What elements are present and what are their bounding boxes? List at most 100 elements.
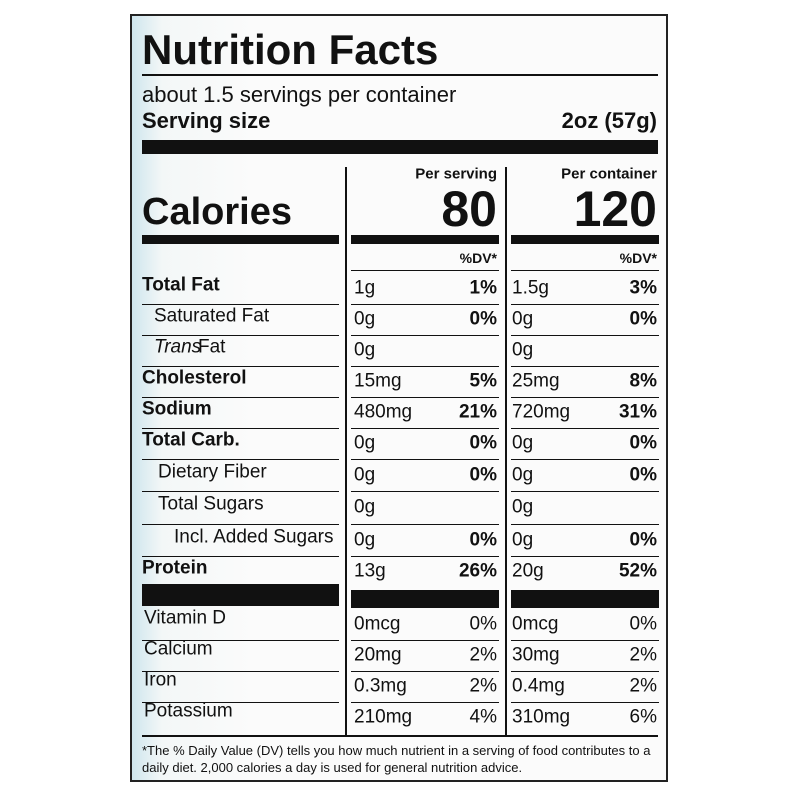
nutrient-label-prefix: Trans	[154, 336, 202, 358]
daily-value: 8%	[629, 370, 657, 392]
daily-value: 0%	[469, 529, 497, 551]
amount: 0g	[512, 432, 534, 454]
rule	[351, 555, 499, 557]
nutrition-label: Nutrition Facts about 1.5 servings per co…	[130, 14, 668, 782]
rule	[511, 270, 659, 271]
nutrient-label: Incl. Added Sugars	[174, 526, 334, 548]
rule	[351, 334, 499, 336]
dv-heading: %DV*	[459, 250, 497, 266]
rule	[351, 270, 499, 271]
rule	[511, 459, 659, 460]
footnote: *The % Daily Value (DV) tells you how mu…	[142, 743, 651, 775]
amount: 0mcg	[512, 613, 559, 635]
nutrient-label: Cholesterol	[142, 367, 247, 389]
calories-rule	[142, 235, 339, 244]
amount: 0g	[354, 529, 376, 551]
rule	[351, 396, 499, 398]
daily-value: 0%	[629, 432, 657, 454]
daily-value: 0%	[629, 613, 657, 635]
calories-value: 80	[441, 181, 497, 237]
amount: 0g	[512, 529, 534, 551]
rule	[142, 427, 339, 429]
rule	[351, 670, 499, 672]
daily-value: 0%	[469, 308, 497, 330]
thick-rule	[511, 590, 659, 608]
rule	[511, 701, 659, 703]
column-heading: Per container	[561, 165, 657, 183]
daily-value: 26%	[458, 560, 497, 582]
nutrient-label: Fat	[198, 336, 226, 358]
nutrient-label: Total Carb.	[142, 429, 240, 451]
calories-rule	[351, 235, 499, 244]
amount: 0mcg	[354, 613, 401, 635]
amount: 0g	[354, 339, 376, 361]
rule	[142, 555, 339, 557]
daily-value: 5%	[469, 370, 497, 392]
rule	[142, 459, 339, 460]
thick-rule	[351, 590, 499, 608]
rule	[142, 334, 339, 336]
vitamin-label: Calcium	[144, 638, 213, 660]
daily-value: 6%	[629, 706, 657, 728]
nutrient-label: Total Sugars	[158, 493, 264, 515]
daily-value: 0%	[629, 308, 657, 330]
daily-value: 2%	[629, 644, 657, 666]
amount: 0g	[354, 432, 376, 454]
daily-value: 0%	[629, 464, 657, 486]
rule	[351, 639, 499, 641]
title: Nutrition Facts	[142, 26, 439, 73]
amount: 15mg	[354, 370, 402, 392]
rule	[142, 523, 339, 525]
amount: 0g	[512, 339, 534, 361]
daily-value: 31%	[618, 401, 657, 423]
rule	[351, 491, 499, 492]
calories-label: Calories	[142, 191, 292, 233]
amount: 0g	[512, 464, 534, 486]
calories-rule	[511, 235, 659, 244]
servings: about 1.5 servings per container	[142, 82, 457, 107]
rule	[142, 74, 658, 76]
amount: 20g	[512, 560, 544, 582]
vitamin-label: Vitamin D	[144, 607, 227, 629]
rule	[351, 701, 499, 703]
rule	[142, 303, 339, 305]
rule	[511, 523, 659, 525]
calories-value: 120	[573, 181, 657, 237]
rule	[351, 523, 499, 525]
rule	[142, 735, 658, 737]
dv-heading: %DV*	[619, 250, 657, 266]
daily-value: 2%	[469, 675, 497, 697]
daily-value: 0%	[469, 613, 497, 635]
nutrient-label: Total Fat	[142, 274, 220, 296]
rule	[511, 491, 659, 492]
amount: 0.3mg	[354, 675, 407, 697]
rule	[511, 639, 659, 641]
serving-size: 2oz (57g)	[561, 108, 657, 133]
rule	[351, 365, 499, 367]
rule	[142, 396, 339, 398]
rule	[142, 639, 339, 641]
rule	[511, 396, 659, 398]
amount: 13g	[354, 560, 386, 582]
amount: 0g	[354, 496, 376, 518]
daily-value: 0%	[469, 464, 497, 486]
rule	[511, 334, 659, 336]
daily-value: 1%	[469, 277, 497, 299]
vitamin-label: Iron	[144, 669, 177, 691]
column-divider	[505, 167, 507, 735]
rule	[351, 459, 499, 460]
column-heading: Per serving	[415, 165, 497, 183]
amount: 210mg	[354, 706, 413, 728]
amount: 20mg	[354, 644, 402, 666]
rule	[511, 555, 659, 557]
daily-value: 2%	[469, 644, 497, 666]
rule	[142, 491, 339, 492]
amount: 720mg	[512, 401, 571, 423]
daily-value: 2%	[629, 675, 657, 697]
amount: 0g	[354, 464, 376, 486]
rule	[142, 670, 339, 672]
rule	[142, 701, 339, 703]
rule	[351, 427, 499, 429]
nutrient-label: Dietary Fiber	[158, 461, 267, 483]
column-divider	[345, 167, 347, 735]
